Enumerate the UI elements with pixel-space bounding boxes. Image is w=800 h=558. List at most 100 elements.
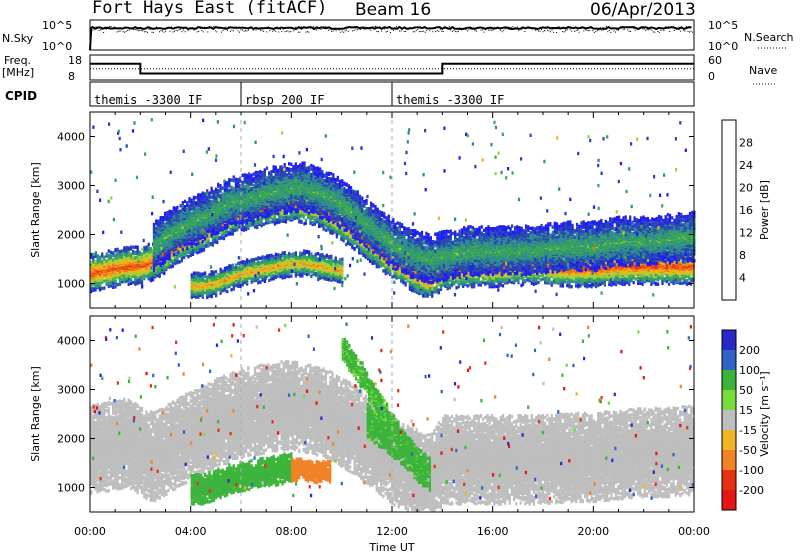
search-count-mark bbox=[614, 31, 615, 32]
search-count-mark bbox=[473, 28, 474, 29]
search-count-mark bbox=[521, 29, 522, 30]
search-count-mark bbox=[238, 30, 239, 31]
search-count-mark bbox=[275, 31, 276, 32]
search-count-mark bbox=[167, 27, 168, 28]
range-gate-cell bbox=[119, 250, 121, 253]
power-heatmap bbox=[90, 118, 696, 299]
range-gate-cell bbox=[132, 246, 134, 249]
search-count-mark bbox=[644, 29, 645, 30]
search-count-mark bbox=[653, 31, 654, 32]
search-count-mark bbox=[112, 29, 113, 30]
search-count-mark bbox=[392, 27, 393, 28]
search-count-mark bbox=[293, 30, 294, 31]
search-count-mark bbox=[164, 32, 165, 33]
search-count-mark bbox=[450, 30, 451, 31]
search-count-mark bbox=[579, 32, 580, 33]
search-count-mark bbox=[591, 26, 592, 27]
power-panel: 1000200030004000 Slant Range [km] 481216… bbox=[29, 112, 771, 308]
search-count-mark bbox=[259, 27, 260, 28]
search-count-mark bbox=[171, 27, 172, 28]
search-count-mark bbox=[574, 31, 575, 32]
search-count-mark bbox=[677, 28, 678, 29]
search-count-mark bbox=[363, 26, 364, 27]
search-count-mark bbox=[313, 26, 314, 27]
search-count-mark bbox=[126, 31, 127, 32]
search-count-mark bbox=[654, 32, 655, 33]
search-count-mark bbox=[689, 32, 690, 33]
search-count-mark bbox=[139, 30, 140, 31]
search-count-mark bbox=[481, 30, 482, 31]
search-count-mark bbox=[302, 27, 303, 28]
search-count-mark bbox=[577, 30, 578, 31]
search-count-mark bbox=[170, 31, 171, 32]
search-count-mark bbox=[376, 31, 377, 32]
search-count-mark bbox=[657, 31, 658, 32]
search-count-mark bbox=[148, 29, 149, 30]
search-count-mark bbox=[570, 29, 571, 30]
search-count-mark bbox=[283, 29, 284, 30]
search-count-mark bbox=[429, 30, 430, 31]
range-gate-cell bbox=[110, 254, 112, 257]
range-gate-cell bbox=[112, 251, 114, 254]
search-count-mark bbox=[287, 30, 288, 31]
search-count-mark bbox=[678, 27, 679, 28]
search-count-mark bbox=[466, 29, 467, 30]
search-count-mark bbox=[530, 27, 531, 28]
search-count-mark bbox=[342, 31, 343, 32]
search-count-mark bbox=[469, 29, 470, 30]
search-count-mark bbox=[117, 32, 118, 33]
search-count-mark bbox=[153, 32, 154, 33]
search-count-mark bbox=[411, 28, 412, 29]
search-count-mark bbox=[316, 29, 317, 30]
search-count-mark bbox=[118, 31, 119, 32]
search-count-mark bbox=[209, 26, 210, 27]
range-gate-cell bbox=[132, 250, 134, 253]
search-count-mark bbox=[452, 31, 453, 32]
search-count-mark bbox=[585, 29, 586, 30]
search-count-mark bbox=[609, 30, 610, 31]
search-count-mark bbox=[627, 29, 628, 30]
search-count-mark bbox=[410, 28, 411, 29]
search-count-mark bbox=[472, 29, 473, 30]
search-count-mark bbox=[123, 31, 124, 32]
search-count-mark bbox=[555, 28, 556, 29]
range-gate-cell bbox=[99, 278, 101, 281]
search-count-mark bbox=[582, 26, 583, 27]
search-count-mark bbox=[432, 31, 433, 32]
search-count-mark bbox=[669, 31, 670, 32]
search-count-mark bbox=[610, 32, 611, 33]
search-count-mark bbox=[310, 28, 311, 29]
search-count-mark bbox=[524, 31, 525, 32]
range-gate-cell bbox=[134, 256, 136, 259]
search-count-mark bbox=[367, 28, 368, 29]
search-count-mark bbox=[478, 28, 479, 29]
cpid-segment-label: themis -3300 IF bbox=[396, 93, 504, 107]
search-count-mark bbox=[499, 28, 500, 29]
range-gate-cell bbox=[256, 225, 258, 228]
range-gate-cell bbox=[112, 258, 114, 261]
search-count-mark bbox=[281, 31, 282, 32]
search-count-mark bbox=[629, 31, 630, 32]
search-count-mark bbox=[618, 30, 619, 31]
search-count-mark bbox=[333, 30, 334, 31]
range-gate-cell bbox=[121, 278, 123, 281]
search-count-mark bbox=[124, 32, 125, 33]
search-count-mark bbox=[278, 32, 279, 33]
search-count-mark bbox=[382, 28, 383, 29]
search-count-mark bbox=[290, 31, 291, 32]
search-count-mark bbox=[515, 28, 516, 29]
search-count-mark bbox=[168, 27, 169, 28]
range-gate-cell bbox=[101, 287, 103, 290]
search-count-mark bbox=[370, 30, 371, 31]
search-count-mark bbox=[130, 28, 131, 29]
search-count-mark bbox=[308, 32, 309, 33]
search-count-mark bbox=[204, 27, 205, 28]
search-count-mark bbox=[366, 28, 367, 29]
search-count-mark bbox=[446, 27, 447, 28]
search-count-mark bbox=[144, 31, 145, 32]
search-count-mark bbox=[456, 31, 457, 32]
search-count-mark bbox=[142, 30, 143, 31]
search-count-mark bbox=[408, 29, 409, 30]
search-count-mark bbox=[272, 31, 273, 32]
search-count-mark bbox=[537, 30, 538, 31]
